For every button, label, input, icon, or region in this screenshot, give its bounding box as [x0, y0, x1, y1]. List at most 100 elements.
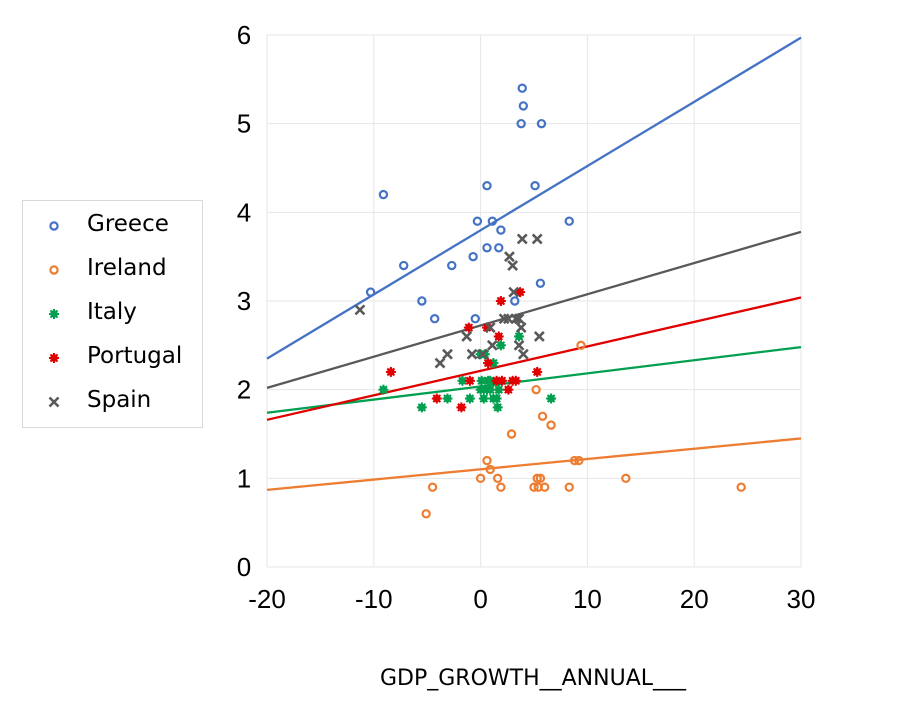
point-ireland [529, 482, 539, 492]
point-greece [487, 216, 498, 226]
trendline-spain [266, 230, 802, 389]
point-spain [507, 260, 519, 271]
legend-label-spain: Spain [87, 387, 152, 413]
point-greece [468, 251, 478, 262]
y-tick-label: 0 [237, 552, 251, 582]
point-ireland [421, 509, 431, 519]
legend-marker-italy [49, 309, 59, 319]
trendline-ireland [266, 437, 802, 492]
point-portugal [463, 322, 474, 333]
legend-marker-greece [49, 221, 59, 231]
point-italy [514, 331, 525, 342]
trendline-portugal [266, 296, 802, 421]
point-spain [461, 331, 473, 342]
point-portugal [515, 287, 526, 298]
x-tick-label: 30 [787, 584, 816, 614]
point-greece [510, 296, 520, 306]
point-portugal [507, 375, 518, 386]
trendlines [266, 36, 802, 492]
point-greece [470, 314, 480, 324]
legend-label-greece: Greece [87, 211, 169, 237]
point-italy [493, 384, 504, 395]
point-ireland [621, 473, 631, 484]
point-italy [478, 393, 489, 404]
point-portugal [431, 393, 442, 404]
point-spain [434, 357, 446, 369]
point-portugal [464, 375, 475, 386]
trendline-italy [266, 345, 802, 414]
point-italy [485, 384, 496, 395]
point-greece [536, 118, 547, 129]
tick-labels: -20 -10 0 10 20 30 0 1 2 3 4 5 6 [237, 20, 816, 614]
point-italy [416, 402, 427, 413]
point-portugal [532, 366, 543, 377]
point-italy [442, 393, 453, 404]
point-ireland [576, 340, 586, 351]
point-spain [533, 331, 545, 342]
point-ireland [564, 482, 574, 492]
point-ireland [506, 429, 517, 439]
point-greece [496, 225, 506, 235]
legend-item-greece: Greece [23, 206, 203, 246]
point-greece [494, 243, 504, 253]
y-tick-label: 6 [237, 20, 251, 50]
legend-symbol-italy [49, 309, 59, 319]
point-ireland [532, 473, 542, 484]
point-italy [495, 340, 506, 351]
point-ireland [496, 482, 506, 492]
point-ireland [546, 420, 556, 430]
legend-item-spain: Spain [23, 382, 203, 422]
point-italy [483, 375, 494, 386]
x-tick-label: -10 [355, 584, 393, 614]
y-tick-label: 3 [237, 286, 251, 316]
y-tick-label: 5 [237, 109, 251, 139]
point-ireland [537, 411, 548, 421]
point-ireland [736, 482, 746, 492]
point-italy [546, 393, 557, 404]
point-spain [517, 348, 529, 360]
x-tick-label: 10 [573, 584, 602, 614]
point-greece [530, 181, 540, 191]
point-spain [516, 233, 528, 245]
point-italy [492, 402, 503, 413]
point-greece [482, 181, 492, 191]
legend-symbol-spain [48, 396, 60, 408]
point-ireland [569, 455, 580, 466]
point-portugal [493, 331, 504, 342]
y-tick-label: 2 [237, 375, 251, 405]
point-greece [482, 243, 492, 253]
point-italy [378, 384, 389, 395]
point-ireland [539, 482, 550, 492]
point-spain [477, 348, 489, 360]
point-ireland [492, 473, 503, 484]
point-spain [502, 313, 514, 325]
point-greece [517, 83, 527, 93]
point-spain [508, 286, 520, 298]
point-ireland [475, 473, 486, 484]
point-greece [564, 216, 574, 226]
gridlines [266, 34, 802, 568]
point-spain [484, 322, 496, 334]
legend-symbol-greece [49, 221, 59, 231]
point-spain [486, 339, 498, 351]
legend-item-portugal: Portugal [23, 338, 203, 378]
point-ireland [482, 455, 492, 466]
x-tick-label: 20 [680, 584, 709, 614]
legend-marker-ireland [49, 265, 59, 275]
point-greece [417, 296, 427, 306]
data-points [354, 83, 746, 519]
point-ireland [485, 464, 495, 475]
legend-label-ireland: Ireland [87, 255, 167, 281]
point-greece [399, 260, 409, 271]
x-tick-label: -20 [248, 584, 286, 614]
legend-marker-spain [48, 396, 60, 408]
legend: Greece Ireland Italy Portugal Spain [22, 200, 203, 428]
legend-item-ireland: Ireland [23, 250, 203, 290]
point-ireland [531, 384, 541, 395]
point-greece [429, 314, 440, 324]
point-italy [464, 393, 475, 404]
legend-label-italy: Italy [87, 299, 137, 325]
point-spain [515, 322, 527, 334]
point-greece [447, 260, 457, 271]
point-ireland [535, 473, 546, 484]
